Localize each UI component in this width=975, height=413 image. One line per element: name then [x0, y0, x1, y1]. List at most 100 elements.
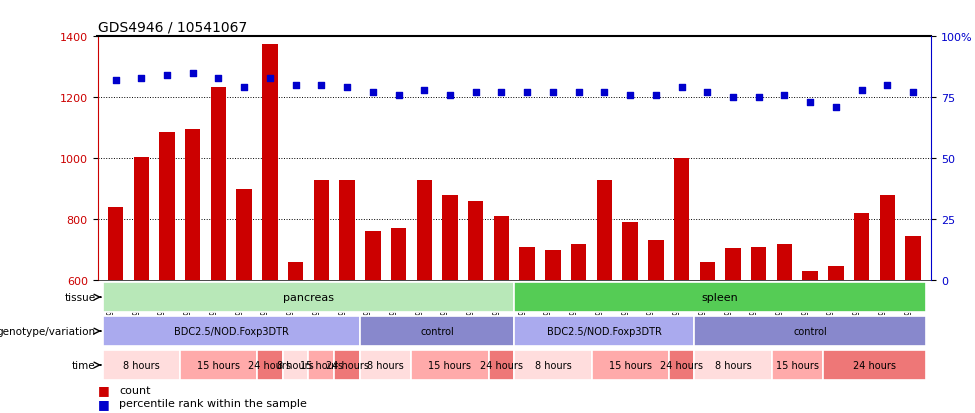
Bar — [520, 247, 535, 280]
FancyBboxPatch shape — [283, 350, 308, 380]
Bar — [854, 214, 870, 280]
Bar — [545, 250, 561, 280]
Bar — [725, 249, 741, 280]
Bar — [339, 180, 355, 280]
FancyBboxPatch shape — [102, 282, 515, 313]
Text: genotype/variation: genotype/variation — [0, 326, 96, 336]
FancyBboxPatch shape — [179, 350, 257, 380]
Text: tissue: tissue — [64, 292, 96, 302]
Point — [570, 90, 586, 96]
Point — [236, 85, 252, 92]
Point — [622, 92, 638, 99]
Point — [107, 78, 123, 84]
Point — [802, 100, 818, 106]
Text: control: control — [794, 326, 827, 336]
Bar — [185, 130, 201, 280]
Point — [648, 92, 664, 99]
Bar — [906, 236, 920, 280]
Text: 8 hours: 8 hours — [368, 360, 404, 370]
FancyBboxPatch shape — [515, 316, 694, 347]
Text: ■: ■ — [98, 397, 109, 410]
Point — [468, 90, 484, 96]
FancyBboxPatch shape — [823, 350, 926, 380]
Bar — [700, 262, 715, 280]
Point — [159, 73, 175, 79]
Point — [597, 90, 612, 96]
Point — [879, 83, 895, 89]
Bar — [571, 244, 586, 280]
Bar — [416, 180, 432, 280]
Point — [288, 83, 303, 89]
Text: 15 hours: 15 hours — [428, 360, 472, 370]
Point — [185, 70, 201, 77]
Point — [751, 95, 766, 101]
FancyBboxPatch shape — [771, 350, 823, 380]
Point — [262, 75, 278, 82]
Text: 15 hours: 15 hours — [608, 360, 651, 370]
FancyBboxPatch shape — [102, 316, 360, 347]
Text: percentile rank within the sample: percentile rank within the sample — [119, 399, 307, 408]
Point — [520, 90, 535, 96]
FancyBboxPatch shape — [360, 316, 515, 347]
Bar — [443, 195, 457, 280]
Bar — [751, 247, 766, 280]
Text: GDS4946 / 10541067: GDS4946 / 10541067 — [98, 21, 247, 35]
Bar — [468, 202, 484, 280]
Text: BDC2.5/NOD.Foxp3DTR: BDC2.5/NOD.Foxp3DTR — [174, 326, 289, 336]
Bar — [828, 267, 843, 280]
Point — [134, 75, 149, 82]
Bar — [314, 180, 330, 280]
Point — [725, 95, 741, 101]
FancyBboxPatch shape — [515, 350, 592, 380]
Bar — [211, 87, 226, 280]
Text: 15 hours: 15 hours — [197, 360, 240, 370]
Text: pancreas: pancreas — [283, 292, 334, 302]
Bar — [365, 232, 380, 280]
FancyBboxPatch shape — [592, 350, 669, 380]
Point — [314, 83, 330, 89]
Bar — [674, 159, 689, 280]
FancyBboxPatch shape — [515, 282, 926, 313]
FancyBboxPatch shape — [308, 350, 334, 380]
Text: 24 hours: 24 hours — [853, 360, 896, 370]
FancyBboxPatch shape — [334, 350, 360, 380]
Point — [906, 90, 921, 96]
Text: BDC2.5/NOD.Foxp3DTR: BDC2.5/NOD.Foxp3DTR — [547, 326, 662, 336]
FancyBboxPatch shape — [102, 350, 179, 380]
Text: 24 hours: 24 hours — [249, 360, 292, 370]
Text: 8 hours: 8 hours — [123, 360, 160, 370]
Text: 15 hours: 15 hours — [776, 360, 819, 370]
Point — [391, 92, 407, 99]
Point — [545, 90, 561, 96]
Bar — [134, 157, 149, 280]
Text: count: count — [119, 385, 150, 395]
Text: 24 hours: 24 hours — [480, 360, 523, 370]
Text: ■: ■ — [98, 384, 109, 396]
Bar — [622, 223, 638, 280]
Bar — [777, 244, 792, 280]
Bar — [648, 241, 664, 280]
Text: 8 hours: 8 hours — [534, 360, 571, 370]
Point — [339, 85, 355, 92]
Text: 8 hours: 8 hours — [715, 360, 752, 370]
Bar — [879, 195, 895, 280]
FancyBboxPatch shape — [694, 316, 926, 347]
Bar — [493, 216, 509, 280]
Text: time: time — [72, 360, 96, 370]
Point — [674, 85, 689, 92]
Bar — [288, 262, 303, 280]
Bar — [236, 189, 252, 280]
Point — [777, 92, 793, 99]
Point — [699, 90, 715, 96]
Bar — [802, 271, 818, 280]
Bar — [159, 133, 175, 280]
Point — [211, 75, 226, 82]
Point — [365, 90, 380, 96]
FancyBboxPatch shape — [257, 350, 283, 380]
FancyBboxPatch shape — [694, 350, 771, 380]
Point — [443, 92, 458, 99]
Text: control: control — [420, 326, 454, 336]
Bar — [108, 207, 123, 280]
Text: 15 hours: 15 hours — [300, 360, 343, 370]
Point — [828, 104, 843, 111]
